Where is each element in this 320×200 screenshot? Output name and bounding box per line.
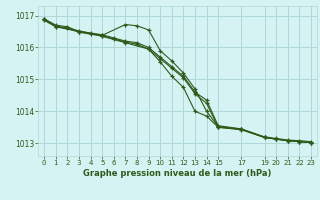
X-axis label: Graphe pression niveau de la mer (hPa): Graphe pression niveau de la mer (hPa) xyxy=(84,169,272,178)
